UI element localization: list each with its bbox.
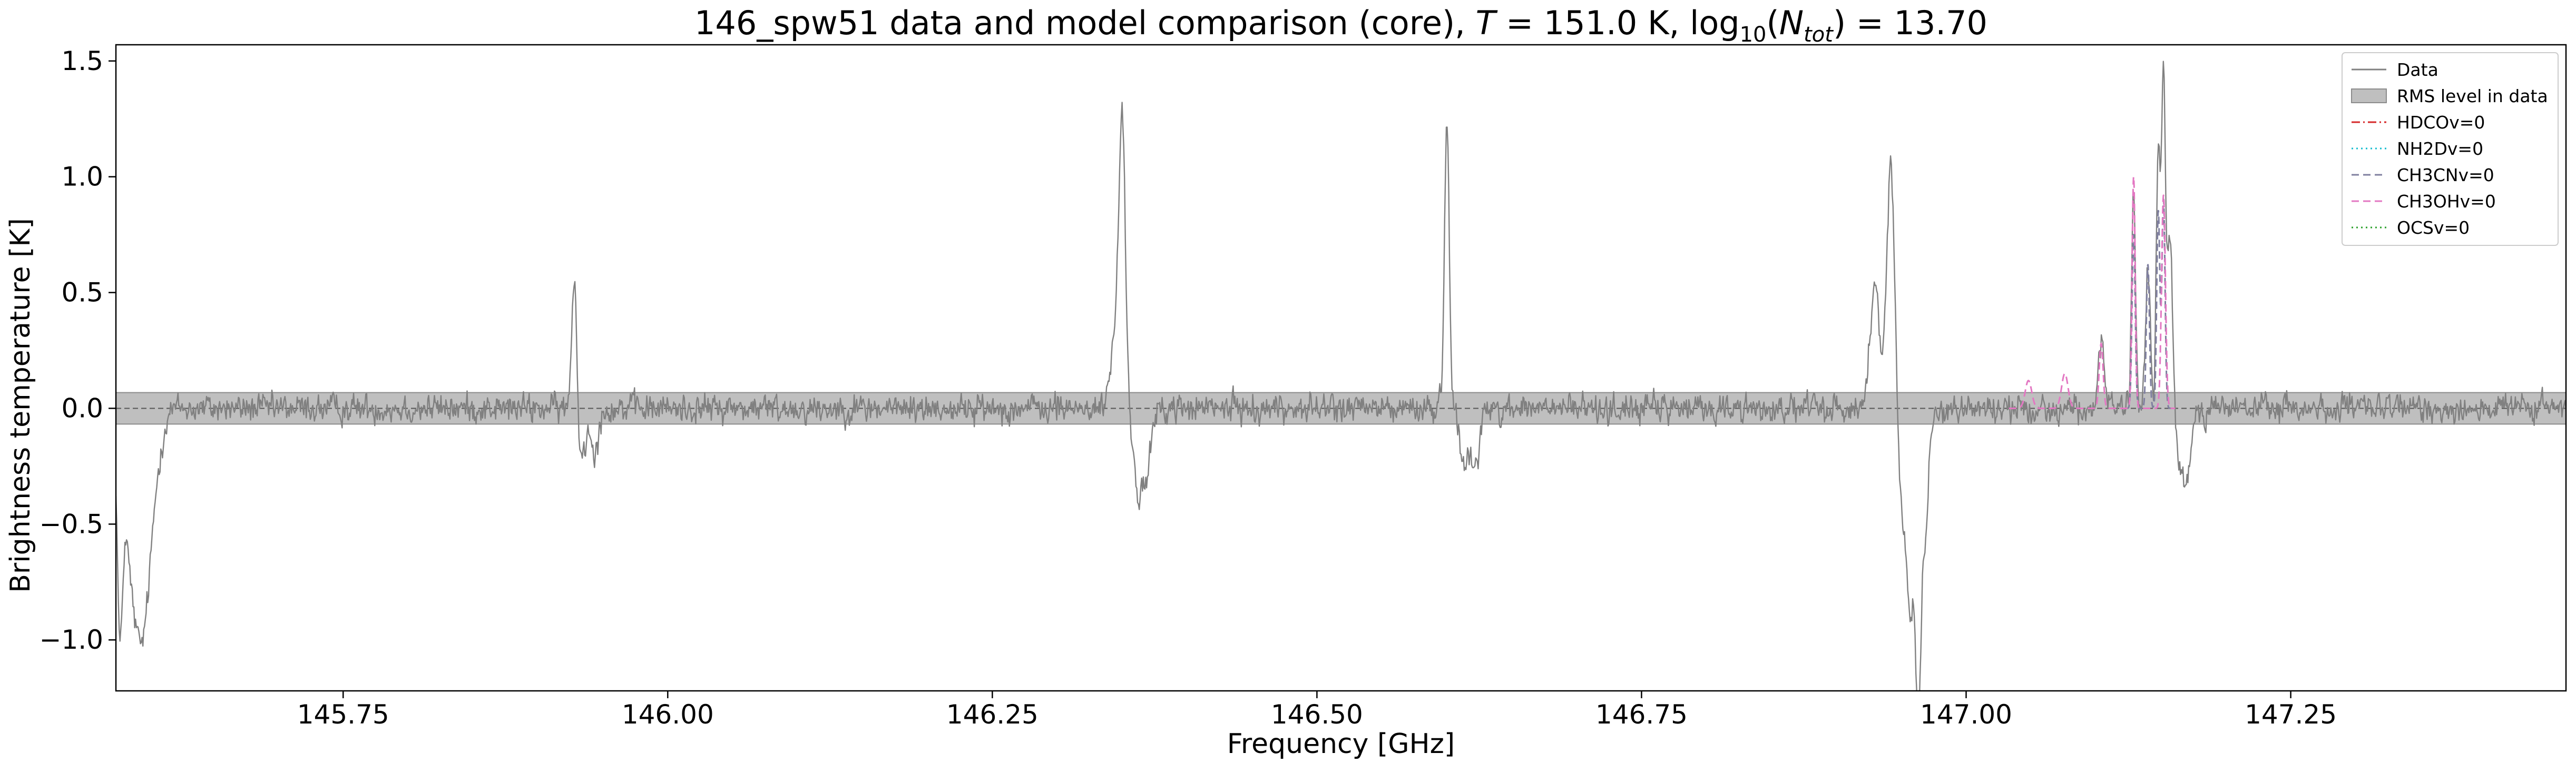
legend-item: NH2Dv=0 <box>2352 138 2483 159</box>
legend-label: NH2Dv=0 <box>2397 138 2483 159</box>
x-tick-label: 147.25 <box>2245 699 2337 730</box>
legend-label: RMS level in data <box>2397 86 2548 106</box>
y-tick-label: 0.5 <box>61 278 103 308</box>
x-tick-label: 146.50 <box>1271 699 1363 730</box>
y-tick-label: 0.0 <box>61 393 103 423</box>
y-axis-label: Brightness temperature [K] <box>5 218 36 593</box>
legend-label: CH3CNv=0 <box>2397 165 2494 185</box>
x-tick-label: 147.00 <box>1920 699 2012 730</box>
legend-swatch <box>2351 88 2387 103</box>
legend-box <box>2342 52 2559 246</box>
legend-label: Data <box>2397 60 2438 80</box>
x-tick-label: 146.75 <box>1595 699 1688 730</box>
y-tick-label: 1.0 <box>61 162 103 192</box>
plot-area: 145.75 146.00 146.25 146.50 146.75 147.00 147.… <box>40 44 2567 730</box>
x-axis-label: Frequency [GHz] <box>1227 728 1455 760</box>
legend-label: CH3OHv=0 <box>2397 191 2496 212</box>
legend-item: Data <box>2352 60 2438 80</box>
legend-item: CH3OHv=0 <box>2352 191 2496 212</box>
legend-label: HDCOv=0 <box>2397 112 2485 133</box>
legend-label: OCSv=0 <box>2397 217 2470 238</box>
legend: Data RMS level in data HDCOv=0 NH2Dv=0 CH3CN… <box>2342 52 2559 246</box>
y-tick-label: −1.0 <box>40 625 103 655</box>
legend-item: HDCOv=0 <box>2352 112 2485 133</box>
x-tick-label: 146.00 <box>622 699 714 730</box>
legend-item: RMS level in data <box>2351 86 2548 106</box>
axes-frame <box>115 44 2567 692</box>
legend-item: OCSv=0 <box>2352 217 2470 238</box>
y-tick-label: 1.5 <box>61 46 103 76</box>
x-tick-label: 145.75 <box>297 699 389 730</box>
plot-inner <box>116 61 2566 691</box>
x-tick-label: 146.25 <box>946 699 1039 730</box>
series-ch3ohv-0 <box>2008 176 2176 409</box>
series-data <box>116 61 2566 691</box>
y-tick-label: −0.5 <box>40 509 103 539</box>
chart-title: 146_spw51 data and model comparison (cor… <box>694 4 1987 47</box>
legend-item: CH3CNv=0 <box>2352 165 2494 185</box>
